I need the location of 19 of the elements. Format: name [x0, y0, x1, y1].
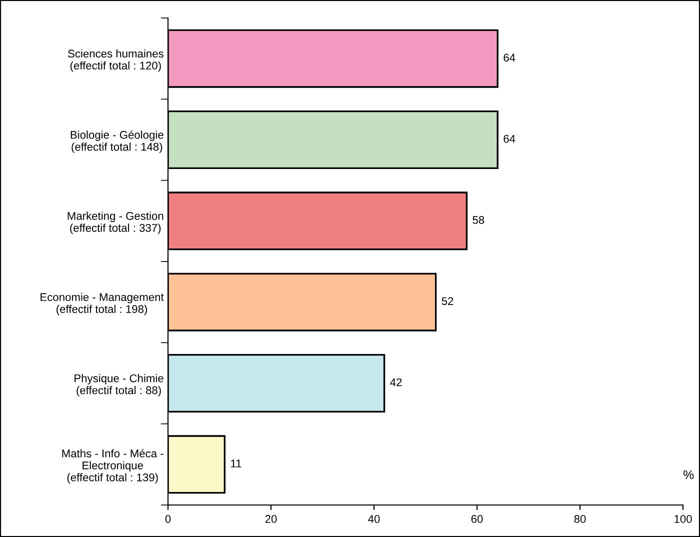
x-tick-label: 80 — [574, 515, 586, 523]
data-label: 64 — [504, 54, 516, 62]
x-tick-label: 100 — [674, 515, 692, 523]
x-axis-title: % — [683, 470, 694, 480]
x-tick-label: 40 — [368, 515, 380, 523]
x-tick-label: 60 — [471, 515, 483, 523]
data-label: 64 — [504, 134, 516, 143]
y-tick-label: Sciences humaines (effectif total : 120) — [68, 49, 164, 72]
x-tick-label: 20 — [265, 515, 277, 523]
x-tick-label: 0 — [165, 515, 171, 523]
data-label: 11 — [231, 460, 242, 468]
y-tick-label: Economie - Management (effectif total : 198) — [40, 292, 164, 316]
y-tick-label: Physique - Chimie (effectif total : 88) — [74, 374, 164, 396]
y-tick-label: Marketing - Gestion (effectif total : 337) — [68, 212, 164, 234]
y-tick-label: Biologie - Géologie (effectif total : 148) — [70, 130, 164, 153]
data-label: 58 — [472, 216, 484, 224]
data-label: 42 — [390, 378, 402, 386]
data-label: 52 — [442, 297, 454, 306]
y-tick-label: Maths - Info - Méca - Electronique (effectif total : 139) — [62, 449, 164, 484]
